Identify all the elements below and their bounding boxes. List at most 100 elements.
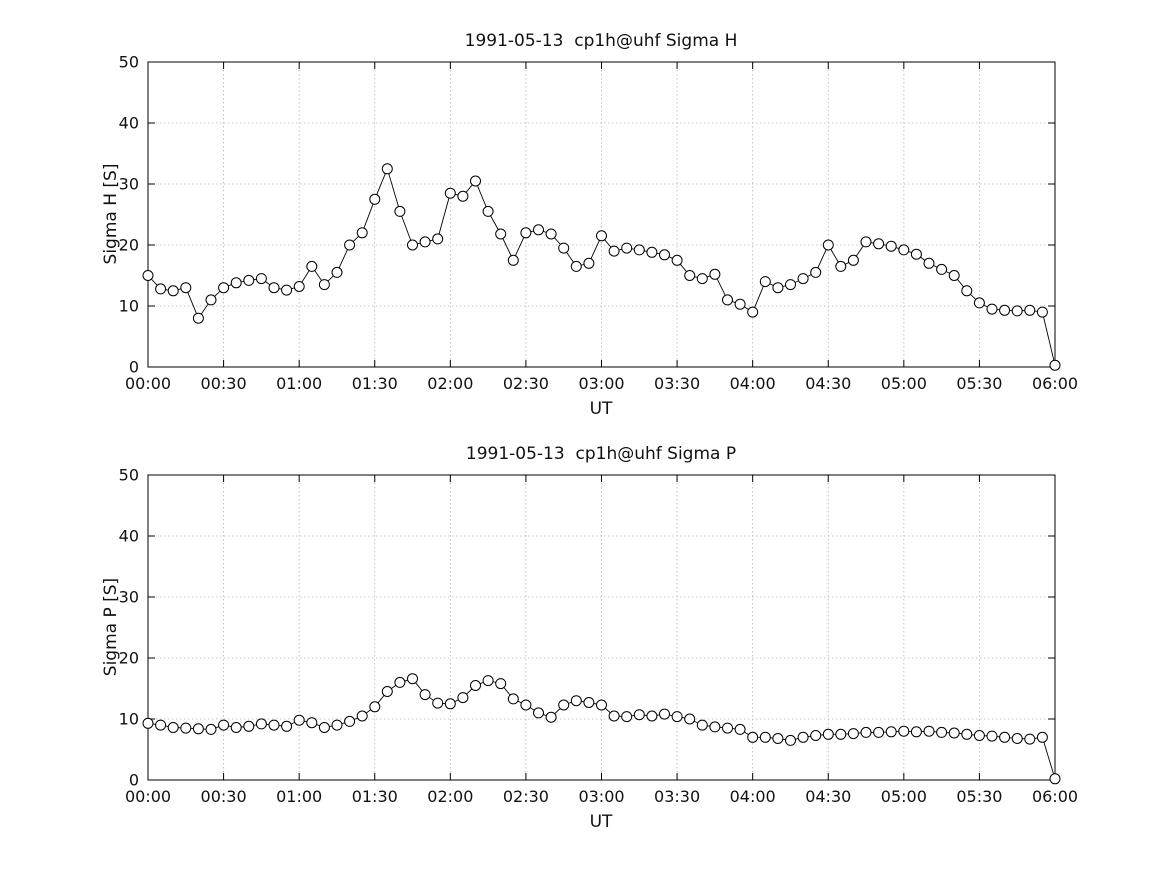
data-point-marker: [192, 312, 204, 324]
sigma-p-title: 1991-05-13 cp1h@uhf Sigma P: [466, 444, 736, 464]
data-point-marker: [180, 282, 192, 294]
data-point-marker: [961, 728, 973, 740]
data-point-marker: [696, 719, 708, 731]
y-tick-label: 10: [119, 297, 139, 316]
data-point-marker: [671, 711, 683, 723]
data-point-marker: [142, 717, 154, 729]
data-point-marker: [1011, 305, 1023, 317]
y-tick-label: 0: [129, 358, 139, 377]
data-point-marker: [255, 273, 267, 285]
data-point-marker: [1024, 304, 1036, 316]
data-point-marker: [583, 257, 595, 269]
x-tick-label: 05:30: [956, 374, 1002, 393]
data-point-marker: [860, 236, 872, 248]
data-point-marker: [482, 675, 494, 687]
data-point-marker: [948, 270, 960, 281]
data-point-marker: [369, 193, 381, 205]
x-tick-label: 04:30: [805, 374, 851, 393]
data-point-marker: [709, 721, 721, 733]
data-point-marker: [973, 730, 985, 741]
data-point-marker: [495, 228, 507, 240]
data-point-marker: [520, 227, 532, 239]
data-point-marker: [885, 726, 897, 738]
data-point-marker: [394, 205, 406, 217]
data-point-marker: [230, 722, 242, 733]
data-point-marker: [218, 282, 230, 294]
data-point-marker: [759, 731, 771, 743]
x-tick-label: 01:00: [276, 374, 322, 393]
data-point-marker: [671, 254, 683, 266]
data-point-marker: [331, 266, 343, 278]
data-point-marker: [205, 294, 217, 306]
data-point-marker: [835, 728, 847, 740]
data-point-marker: [507, 254, 519, 266]
data-point-marker: [1011, 733, 1023, 744]
data-point-marker: [583, 697, 595, 708]
data-point-marker: [192, 723, 204, 735]
data-point-marker: [344, 239, 356, 251]
data-point-marker: [344, 715, 356, 727]
data-point-marker: [936, 726, 948, 738]
data-point-marker: [847, 254, 859, 266]
x-tick-label: 00:00: [125, 787, 171, 806]
data-point-marker: [973, 297, 985, 309]
data-point-marker: [709, 268, 721, 280]
x-tick-label: 01:30: [352, 787, 398, 806]
data-point-marker: [293, 714, 305, 726]
data-point-marker: [306, 717, 318, 729]
sigma-p-xlabel: UT: [590, 812, 613, 832]
data-point-marker: [281, 720, 293, 732]
data-point-marker: [847, 728, 859, 740]
data-point-marker: [923, 257, 935, 269]
data-point-marker: [659, 249, 670, 261]
data-point-marker: [243, 720, 255, 732]
data-point-marker: [507, 693, 519, 705]
x-tick-label: 02:30: [503, 787, 549, 806]
data-point-marker: [785, 279, 796, 291]
y-tick-label: 10: [119, 710, 139, 729]
x-tick-label: 03:30: [654, 374, 700, 393]
data-point-marker: [520, 699, 532, 711]
x-tick-label: 00:00: [125, 374, 171, 393]
data-point-marker: [797, 731, 809, 743]
y-tick-label: 50: [119, 466, 139, 485]
data-point-marker: [596, 699, 607, 711]
x-tick-label: 02:30: [503, 374, 549, 393]
data-point-marker: [570, 260, 582, 272]
data-point-marker: [407, 239, 418, 251]
data-point-marker: [684, 713, 696, 725]
y-tick-label: 30: [119, 175, 139, 194]
data-point-marker: [205, 723, 217, 735]
data-point-marker: [835, 260, 847, 272]
data-point-marker: [633, 709, 645, 721]
data-point-marker: [218, 719, 230, 731]
y-tick-label: 50: [119, 53, 139, 72]
data-point-marker: [1024, 733, 1036, 745]
data-point-marker: [646, 710, 658, 722]
data-point-marker: [281, 284, 293, 296]
x-tick-label: 00:30: [201, 374, 247, 393]
data-point-marker: [318, 722, 330, 733]
sigma-h-plot: 00:00 00:30 01:00 01:30 02:00 02:30 03:00 03:30…: [119, 53, 1078, 394]
data-point-marker: [533, 224, 544, 236]
data-point-marker: [797, 273, 809, 285]
data-point-marker: [155, 719, 167, 731]
data-point-marker: [1049, 773, 1061, 785]
data-point-marker: [545, 711, 557, 723]
data-point-marker: [470, 175, 481, 187]
data-point-marker: [495, 678, 507, 690]
data-point-marker: [722, 294, 733, 306]
x-tick-label: 04:00: [730, 787, 776, 806]
data-point-marker: [394, 676, 406, 688]
data-point-marker: [306, 260, 318, 272]
data-point-marker: [633, 244, 645, 256]
x-tick-label: 05:00: [881, 374, 927, 393]
data-point-marker: [986, 303, 998, 315]
data-point-marker: [898, 725, 910, 737]
data-point-marker: [621, 242, 633, 254]
data-point-marker: [608, 710, 620, 722]
data-point-marker: [759, 276, 771, 288]
data-point-marker: [167, 722, 179, 733]
